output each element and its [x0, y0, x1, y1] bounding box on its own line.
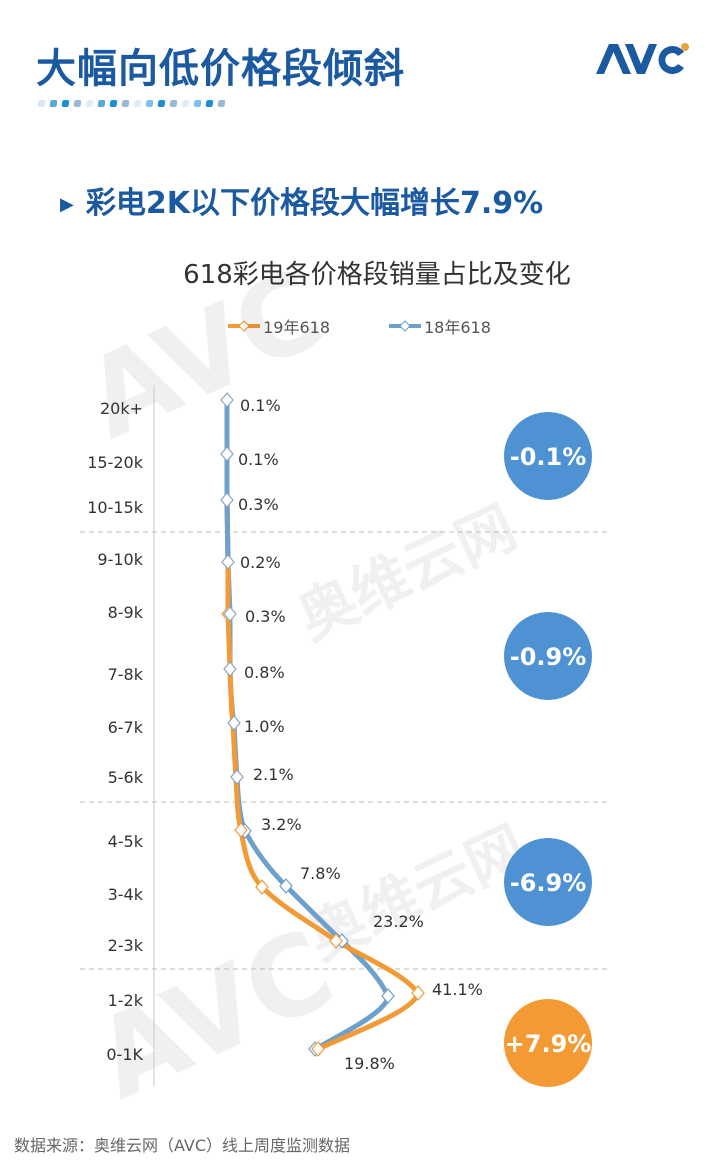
svg-text:0.8%: 0.8% — [244, 663, 285, 682]
legend-swatch-orange-icon — [228, 320, 261, 332]
svg-text:-0.1%: -0.1% — [510, 443, 587, 471]
svg-text:1.0%: 1.0% — [244, 717, 285, 736]
y-axis-labels: 20k+ 15-20k 10-15k 9-10k 8-9k 7-8k 6-7k … — [87, 399, 144, 1064]
svg-text:19.8%: 19.8% — [344, 1054, 395, 1073]
chart-title: 618彩电各价格段销量占比及变化 — [183, 260, 571, 290]
svg-text:0.3%: 0.3% — [245, 607, 286, 626]
subtitle-text: 彩电2K以下价格段大幅增长7.9% — [85, 186, 544, 221]
triangle-right-icon: ▶ — [60, 194, 74, 215]
avc-logo — [596, 43, 689, 74]
subtitle: ▶ 彩电2K以下价格段大幅增长7.9% — [60, 178, 543, 222]
change-bubble-2-5k: -6.9% — [504, 838, 592, 926]
svg-text:奥维云网: 奥维云网 — [297, 813, 536, 973]
svg-text:7-8k: 7-8k — [108, 665, 144, 684]
svg-text:10-15k: 10-15k — [87, 498, 143, 517]
svg-text:3.2%: 3.2% — [261, 815, 302, 834]
legend-swatch-blue-icon — [389, 320, 421, 332]
svg-text:+7.9%: +7.9% — [505, 1030, 592, 1058]
svg-text:4-5k: 4-5k — [108, 832, 144, 851]
svg-text:0-1K: 0-1K — [106, 1045, 143, 1064]
svg-text:9-10k: 9-10k — [97, 550, 143, 569]
change-bubble-0-2k: +7.9% — [504, 999, 592, 1087]
change-bubble-5-10k: -0.9% — [504, 612, 592, 700]
shared-markers — [220, 392, 244, 785]
svg-text:2-3k: 2-3k — [108, 936, 144, 955]
svg-text:0.3%: 0.3% — [238, 495, 279, 514]
chart-legend: 19年618 18年618 — [0, 314, 718, 338]
group-dividers — [80, 531, 610, 970]
svg-text:0.1%: 0.1% — [238, 450, 279, 469]
svg-text:AVC: AVC — [67, 245, 342, 464]
svg-text:23.2%: 23.2% — [373, 912, 424, 931]
svg-text:8-9k: 8-9k — [108, 603, 144, 622]
svg-text:0.1%: 0.1% — [240, 396, 281, 415]
legend-label-18: 18年618 — [424, 318, 491, 337]
svg-text:奥维云网: 奥维云网 — [287, 493, 526, 653]
svg-text:3-4k: 3-4k — [108, 885, 144, 904]
legend-item-18: 18年618 — [388, 314, 491, 338]
svg-text:5-6k: 5-6k — [108, 768, 144, 787]
svg-text:0.2%: 0.2% — [240, 553, 281, 572]
svg-text:2.1%: 2.1% — [253, 765, 294, 784]
svg-text:6-7k: 6-7k — [108, 718, 144, 737]
data-source-note: 数据来源：奥维云网（AVC）线上周度监测数据 — [14, 1136, 351, 1155]
svg-text:7.8%: 7.8% — [300, 864, 341, 883]
svg-text:-6.9%: -6.9% — [510, 869, 587, 897]
svg-text:-0.9%: -0.9% — [510, 643, 587, 671]
legend-label-19: 19年618 — [263, 318, 330, 337]
page-title: 大幅向低价格段倾斜 — [36, 46, 405, 92]
svg-text:1-2k: 1-2k — [108, 991, 144, 1010]
svg-text:15-20k: 15-20k — [87, 453, 143, 472]
change-bubble-10k-plus: -0.1% — [504, 412, 592, 500]
svg-text:41.1%: 41.1% — [432, 980, 483, 999]
data-labels: 0.1% 0.1% 0.3% 0.2% 0.3% 0.8% 1.0% 2.1% … — [238, 396, 483, 1073]
legend-item-19: 19年618 — [227, 314, 330, 338]
svg-text:20k+: 20k+ — [100, 399, 143, 418]
